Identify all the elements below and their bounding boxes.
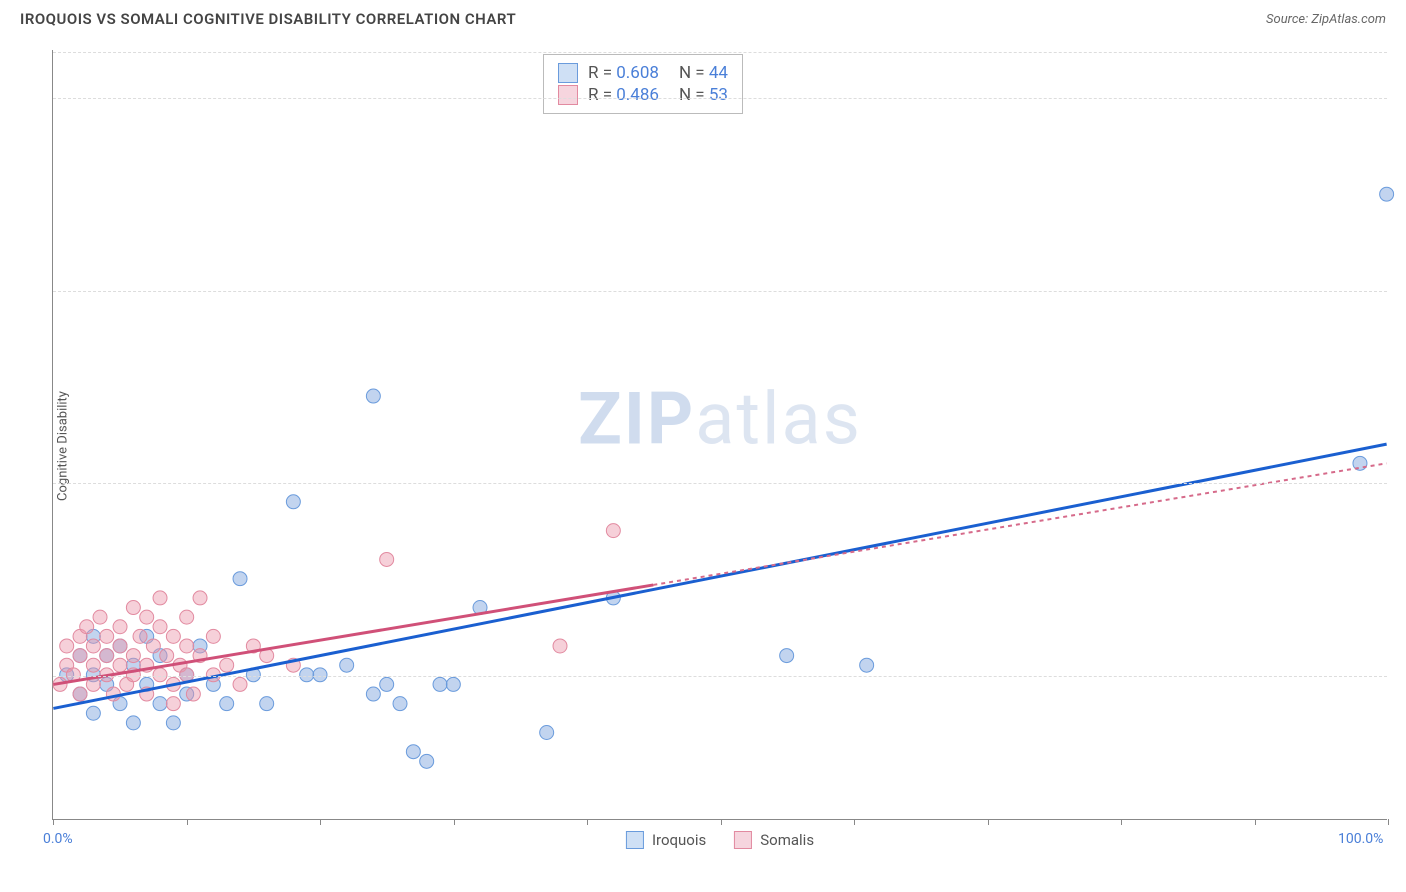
data-point [206, 629, 220, 643]
data-point [380, 677, 394, 691]
data-point [260, 697, 274, 711]
r-label: R = 0.486 [588, 85, 659, 105]
data-point [86, 706, 100, 720]
data-point [286, 495, 300, 509]
data-point [406, 745, 420, 759]
xtick [454, 819, 455, 825]
data-point [393, 697, 407, 711]
xtick [721, 819, 722, 825]
data-point [146, 639, 160, 653]
data-point [60, 639, 74, 653]
legend-item: Iroquois [626, 831, 706, 849]
data-point [553, 639, 567, 653]
data-point [126, 649, 140, 663]
chart-title: IROQUOIS VS SOMALI COGNITIVE DISABILITY … [20, 10, 516, 28]
xtick [587, 819, 588, 825]
data-point [233, 572, 247, 586]
legend-label: Somalis [760, 831, 814, 849]
data-point [160, 649, 174, 663]
legend-swatch [734, 831, 752, 849]
data-point [180, 610, 194, 624]
xtick [988, 819, 989, 825]
legend-swatch [558, 63, 578, 83]
stats-legend-row: R = 0.608 N = 44 [558, 63, 728, 83]
data-point [220, 658, 234, 672]
data-point [366, 687, 380, 701]
data-point [100, 649, 114, 663]
data-point [366, 389, 380, 403]
data-point [133, 629, 147, 643]
chart-area: ZIPatlas R = 0.608N = 44R = 0.486N = 53 … [52, 50, 1387, 820]
data-point [380, 552, 394, 566]
data-point [420, 754, 434, 768]
legend-label: Iroquois [652, 831, 706, 849]
stats-legend: R = 0.608 N = 44 R = 0.486 N = 53 [543, 54, 743, 114]
xtick [53, 819, 54, 825]
xtick-label: 0.0% [43, 831, 73, 847]
data-point [780, 649, 794, 663]
xtick [1255, 819, 1256, 825]
data-point [153, 591, 167, 605]
data-point [140, 610, 154, 624]
data-point [73, 687, 87, 701]
scatter-plot [53, 50, 1387, 819]
data-point [180, 639, 194, 653]
data-point [433, 677, 447, 691]
legend-item: Somalis [734, 831, 814, 849]
data-point [220, 697, 234, 711]
data-point [73, 649, 87, 663]
data-point [446, 677, 460, 691]
data-point [860, 658, 874, 672]
gridline [53, 483, 1387, 484]
data-point [340, 658, 354, 672]
data-point [86, 658, 100, 672]
legend-swatch [626, 831, 644, 849]
gridline [53, 98, 1387, 99]
trend-line [653, 463, 1386, 585]
xtick [320, 819, 321, 825]
xtick [854, 819, 855, 825]
n-label: N = 53 [679, 85, 728, 105]
series-legend: Iroquois Somalis [626, 831, 814, 849]
data-point [606, 524, 620, 538]
data-point [113, 658, 127, 672]
data-point [86, 639, 100, 653]
data-point [1380, 187, 1394, 201]
data-point [126, 601, 140, 615]
data-point [186, 687, 200, 701]
xtick [1388, 819, 1389, 825]
stats-legend-row: R = 0.486 N = 53 [558, 85, 728, 105]
data-point [153, 697, 167, 711]
r-label: R = 0.608 [588, 63, 659, 83]
data-point [233, 677, 247, 691]
n-label: N = 44 [679, 63, 728, 83]
gridline [53, 52, 1387, 53]
data-point [153, 620, 167, 634]
data-point [113, 620, 127, 634]
gridline [53, 291, 1387, 292]
data-point [100, 629, 114, 643]
xtick [1121, 819, 1122, 825]
legend-swatch [558, 85, 578, 105]
xtick-label: 100.0% [1338, 831, 1383, 847]
gridline [53, 676, 1387, 677]
data-point [166, 716, 180, 730]
data-point [93, 610, 107, 624]
source-label: Source: ZipAtlas.com [1266, 12, 1386, 27]
data-point [80, 620, 94, 634]
xtick [187, 819, 188, 825]
data-point [540, 725, 554, 739]
data-point [126, 716, 140, 730]
data-point [193, 591, 207, 605]
data-point [166, 629, 180, 643]
data-point [113, 639, 127, 653]
data-point [166, 697, 180, 711]
